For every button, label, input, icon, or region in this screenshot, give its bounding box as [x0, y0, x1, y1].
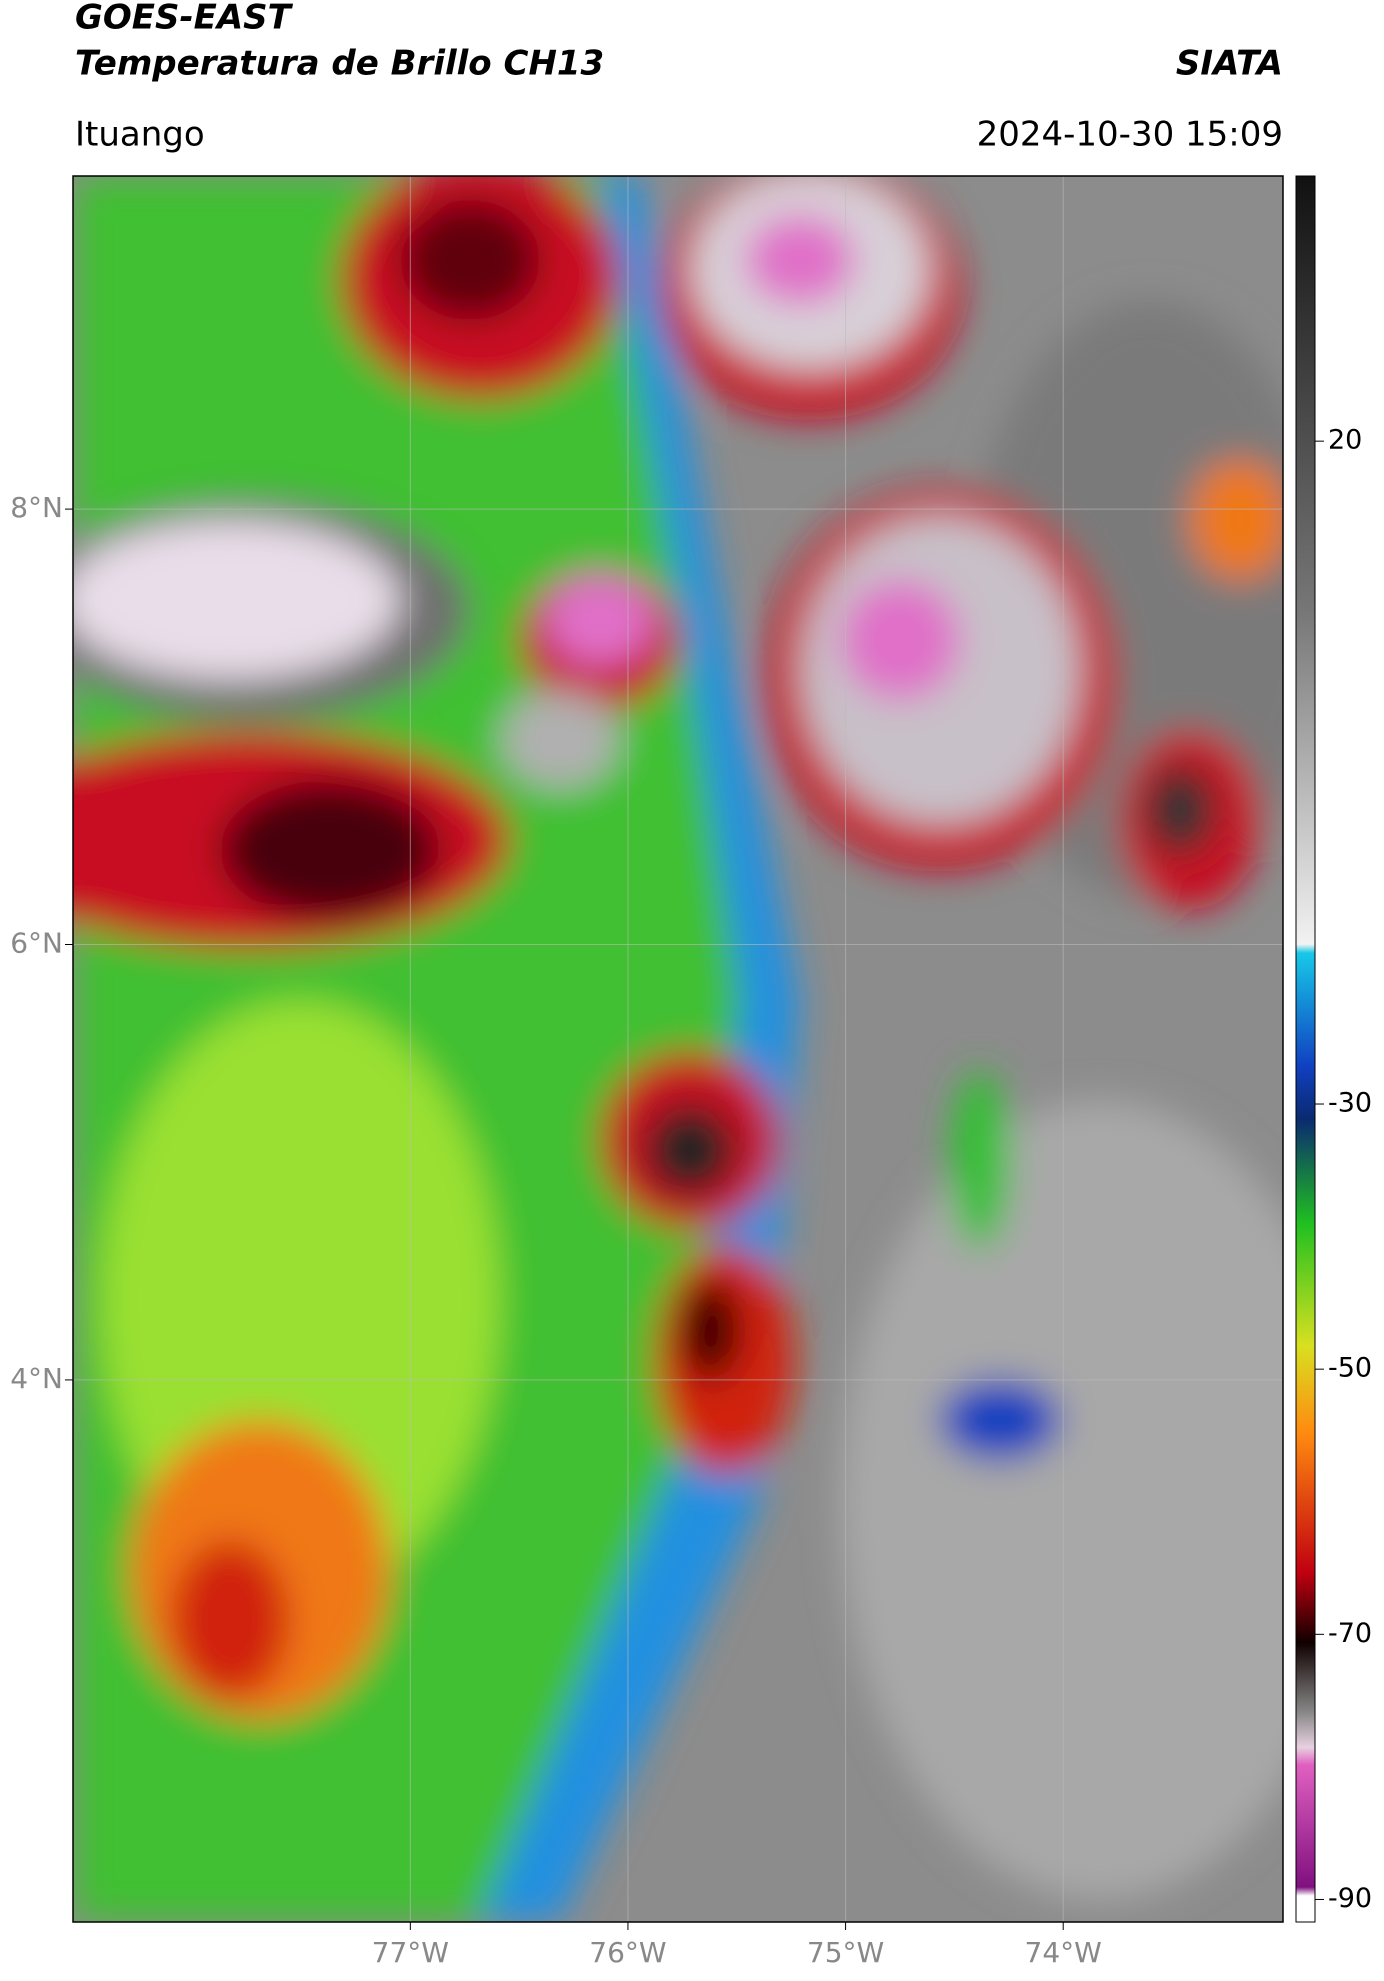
timestamp: 2024-10-30 15:09 — [977, 115, 1283, 155]
colorbar-tick-label: -50 — [1328, 1353, 1372, 1384]
lat-tick-label: 4°N — [10, 1362, 63, 1395]
lat-tick-label: 8°N — [10, 491, 63, 524]
lon-tick-label: 77°W — [372, 1936, 449, 1969]
title: GOES-EAST — [75, 0, 294, 38]
satellite-image — [73, 176, 1283, 1922]
location: Ituango — [75, 115, 205, 155]
colorbar — [1295, 175, 1316, 1923]
colorbar-tick-label: -70 — [1328, 1618, 1372, 1649]
colorbar-tick-label: -90 — [1328, 1883, 1372, 1914]
lon-tick-label: 76°W — [589, 1936, 666, 1969]
lon-tick-label: 75°W — [807, 1936, 884, 1969]
lon-tick-label: 74°W — [1025, 1936, 1102, 1969]
colorbar-tick-label: -30 — [1328, 1088, 1372, 1119]
subtitle: Temperatura de Brillo CH13 — [75, 44, 604, 84]
lat-tick-label: 6°N — [10, 927, 63, 960]
source: SIATA — [1176, 44, 1283, 84]
graticule — [73, 176, 1283, 1922]
map-frame — [72, 175, 1284, 1923]
colorbar-tick-label: 20 — [1328, 425, 1362, 456]
